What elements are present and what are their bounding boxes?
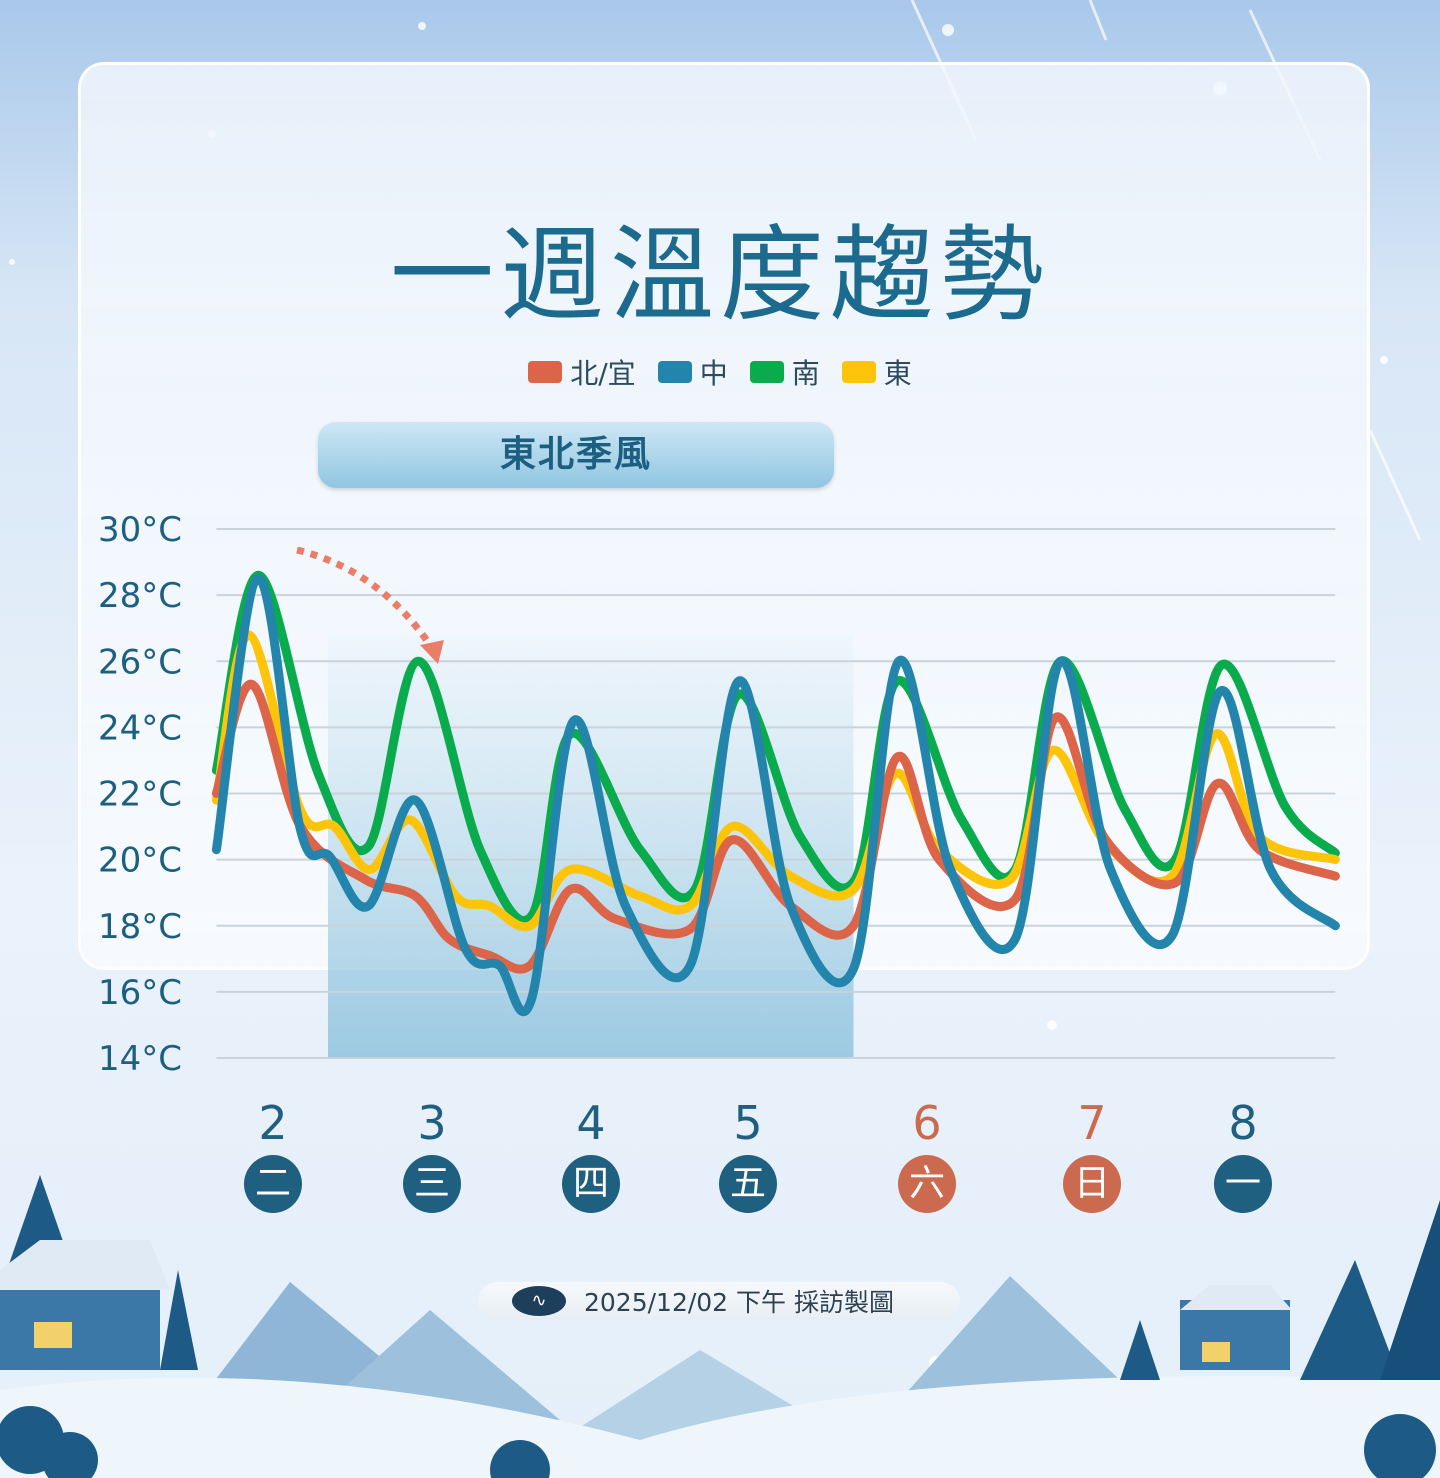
legend-item-east: 東 — [841, 352, 912, 392]
weekday-badge: 二 — [244, 1155, 302, 1213]
page-title: 一週溫度趨勢 — [389, 214, 1050, 336]
trend-arrowhead — [420, 640, 444, 664]
day-label: 6 六 — [887, 1095, 967, 1213]
legend-label: 東 — [883, 357, 912, 390]
day-label: 5 五 — [708, 1095, 788, 1213]
x-tick-label: 2 — [258, 1096, 288, 1150]
weekday-badge: 六 — [898, 1155, 956, 1213]
y-tick-label: 30°C — [98, 510, 182, 550]
x-tick-label: 5 — [733, 1096, 763, 1150]
y-tick-label: 24°C — [98, 708, 182, 748]
x-tick-label: 7 — [1077, 1096, 1107, 1150]
snow-ground — [0, 1376, 1440, 1478]
legend-item-south: 南 — [749, 352, 820, 392]
series-line-北/宜 — [211, 679, 1340, 974]
day-label: 3 三 — [392, 1095, 472, 1213]
x-tick-label: 3 — [417, 1096, 447, 1150]
legend-swatch — [528, 361, 563, 383]
legend-item-central: 中 — [657, 352, 728, 392]
y-tick-label: 20°C — [98, 841, 182, 881]
legend-label: 北/宜 — [570, 357, 636, 390]
bushes — [0, 1406, 1436, 1478]
y-tick-label: 16°C — [98, 973, 182, 1013]
day-axis: 2 二 3 三 4 四 5 五 6 六 7 日 8 一 — [0, 1095, 1440, 1225]
house-left — [0, 1175, 198, 1370]
footer-credit: ∿ 2025/12/02 下午 採訪製圖 — [478, 1282, 960, 1320]
weekday-badge: 四 — [562, 1155, 620, 1213]
y-tick-label: 14°C — [98, 1039, 182, 1079]
weather-bureau-logo: ∿ — [512, 1286, 566, 1316]
y-tick-label: 28°C — [98, 576, 182, 616]
day-label: 2 二 — [233, 1095, 313, 1213]
y-tick-label: 26°C — [98, 642, 182, 682]
y-tick-label: 18°C — [98, 907, 182, 947]
x-tick-label: 6 — [912, 1096, 942, 1150]
weekday-badge: 一 — [1214, 1155, 1272, 1213]
legend-swatch — [841, 361, 876, 383]
trend-arrow — [296, 546, 435, 650]
legend-swatch — [749, 361, 784, 383]
x-tick-label: 4 — [576, 1096, 606, 1150]
day-label: 4 四 — [551, 1095, 631, 1213]
legend-label: 中 — [699, 357, 728, 390]
day-label: 7 日 — [1052, 1095, 1132, 1213]
weekday-badge: 三 — [403, 1155, 461, 1213]
weekday-badge: 日 — [1063, 1155, 1121, 1213]
weekday-badge: 五 — [719, 1155, 777, 1213]
series-line-中 — [211, 574, 1340, 1017]
monsoon-label: 東北季風 — [318, 422, 834, 488]
y-tick-label: 22°C — [98, 775, 182, 815]
house-right — [1120, 1200, 1440, 1380]
legend-swatch — [657, 361, 692, 383]
footer-text: 2025/12/02 下午 採訪製圖 — [584, 1288, 894, 1317]
legend-item-north: 北/宜 — [528, 352, 636, 392]
day-label: 8 一 — [1203, 1095, 1283, 1213]
legend-label: 南 — [791, 357, 820, 390]
x-tick-label: 8 — [1228, 1096, 1258, 1150]
legend: 北/宜 中 南 東 — [0, 352, 1440, 392]
